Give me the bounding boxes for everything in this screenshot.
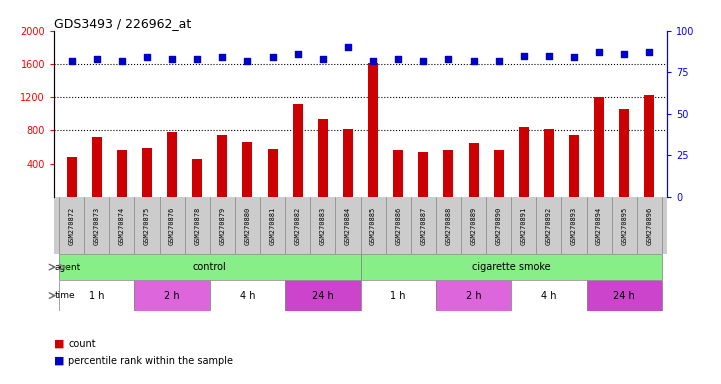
Text: GSM270882: GSM270882	[295, 206, 301, 245]
Text: GSM270873: GSM270873	[94, 206, 99, 245]
Text: GSM270879: GSM270879	[219, 206, 226, 245]
Bar	[117, 151, 127, 197]
Text: GSM270886: GSM270886	[395, 206, 401, 245]
Text: GSM270887: GSM270887	[420, 206, 426, 245]
Bar	[418, 152, 428, 197]
Bar	[645, 95, 655, 197]
Bar	[587, 280, 662, 311]
Bar	[142, 148, 152, 197]
Bar	[285, 280, 360, 311]
Point	[242, 58, 253, 64]
Text: GSM270885: GSM270885	[370, 206, 376, 245]
Bar	[594, 97, 604, 197]
Bar	[217, 136, 227, 197]
Text: 24 h: 24 h	[614, 291, 635, 301]
Point	[443, 56, 454, 62]
Bar	[494, 151, 504, 197]
Point	[267, 54, 278, 60]
Point	[417, 58, 429, 64]
Text: 2 h: 2 h	[164, 291, 180, 301]
Bar	[242, 142, 252, 197]
Bar	[66, 157, 76, 197]
Bar	[511, 280, 587, 311]
Text: GSM270884: GSM270884	[345, 206, 351, 245]
Bar	[293, 104, 303, 197]
Text: percentile rank within the sample: percentile rank within the sample	[68, 356, 234, 366]
Text: GSM270894: GSM270894	[596, 206, 602, 245]
Bar	[193, 159, 203, 197]
Text: GSM270876: GSM270876	[169, 206, 175, 245]
Point	[518, 53, 529, 59]
Text: control: control	[193, 262, 226, 272]
Bar	[360, 254, 662, 280]
Text: GSM270872: GSM270872	[68, 206, 75, 245]
Bar	[59, 254, 360, 280]
Bar	[318, 119, 328, 197]
Text: 1 h: 1 h	[391, 291, 406, 301]
Point	[192, 56, 203, 62]
Point	[216, 54, 228, 60]
Text: 4 h: 4 h	[239, 291, 255, 301]
Bar	[368, 63, 378, 197]
Point	[66, 58, 77, 64]
Point	[342, 44, 354, 50]
Text: GSM270890: GSM270890	[495, 206, 502, 245]
Text: GSM270893: GSM270893	[571, 206, 577, 245]
Bar	[360, 280, 436, 311]
Bar	[167, 132, 177, 197]
Point	[644, 49, 655, 55]
Text: GSM270883: GSM270883	[320, 206, 326, 245]
Text: GSM270875: GSM270875	[144, 206, 150, 245]
Point	[568, 54, 580, 60]
Bar	[343, 129, 353, 197]
Bar	[210, 280, 285, 311]
Bar	[469, 143, 479, 197]
Point	[317, 56, 329, 62]
Bar	[393, 150, 403, 197]
Point	[141, 54, 153, 60]
Point	[116, 58, 128, 64]
Text: GSM270892: GSM270892	[546, 206, 552, 245]
Text: 1 h: 1 h	[89, 291, 105, 301]
Point	[468, 58, 479, 64]
Bar	[134, 280, 210, 311]
Text: 4 h: 4 h	[541, 291, 557, 301]
Text: GSM270881: GSM270881	[270, 206, 275, 245]
Point	[392, 56, 404, 62]
Bar	[267, 149, 278, 197]
Text: GSM270880: GSM270880	[244, 206, 250, 245]
Bar	[619, 109, 629, 197]
Text: ■: ■	[54, 339, 65, 349]
Point	[367, 58, 379, 64]
Text: GSM270896: GSM270896	[646, 206, 653, 245]
Point	[543, 53, 554, 59]
Text: 24 h: 24 h	[312, 291, 334, 301]
Text: GSM270889: GSM270889	[471, 206, 477, 245]
Text: GSM270874: GSM270874	[119, 206, 125, 245]
Bar	[92, 137, 102, 197]
Text: 2 h: 2 h	[466, 291, 482, 301]
Point	[493, 58, 505, 64]
Text: count: count	[68, 339, 96, 349]
Text: GSM270891: GSM270891	[521, 206, 527, 245]
Text: ■: ■	[54, 356, 65, 366]
Text: time: time	[55, 291, 75, 300]
Point	[91, 56, 102, 62]
Bar	[443, 151, 454, 197]
Point	[167, 56, 178, 62]
Bar	[544, 129, 554, 197]
Text: GSM270888: GSM270888	[446, 206, 451, 245]
Bar	[518, 127, 528, 197]
Text: GDS3493 / 226962_at: GDS3493 / 226962_at	[54, 17, 191, 30]
Text: agent: agent	[55, 263, 81, 271]
Point	[292, 51, 304, 57]
Point	[619, 51, 630, 57]
Bar	[436, 280, 511, 311]
Text: GSM270878: GSM270878	[194, 206, 200, 245]
Bar	[569, 136, 579, 197]
Point	[593, 49, 605, 55]
Bar	[59, 280, 134, 311]
Text: cigarette smoke: cigarette smoke	[472, 262, 551, 272]
Text: GSM270895: GSM270895	[622, 206, 627, 245]
